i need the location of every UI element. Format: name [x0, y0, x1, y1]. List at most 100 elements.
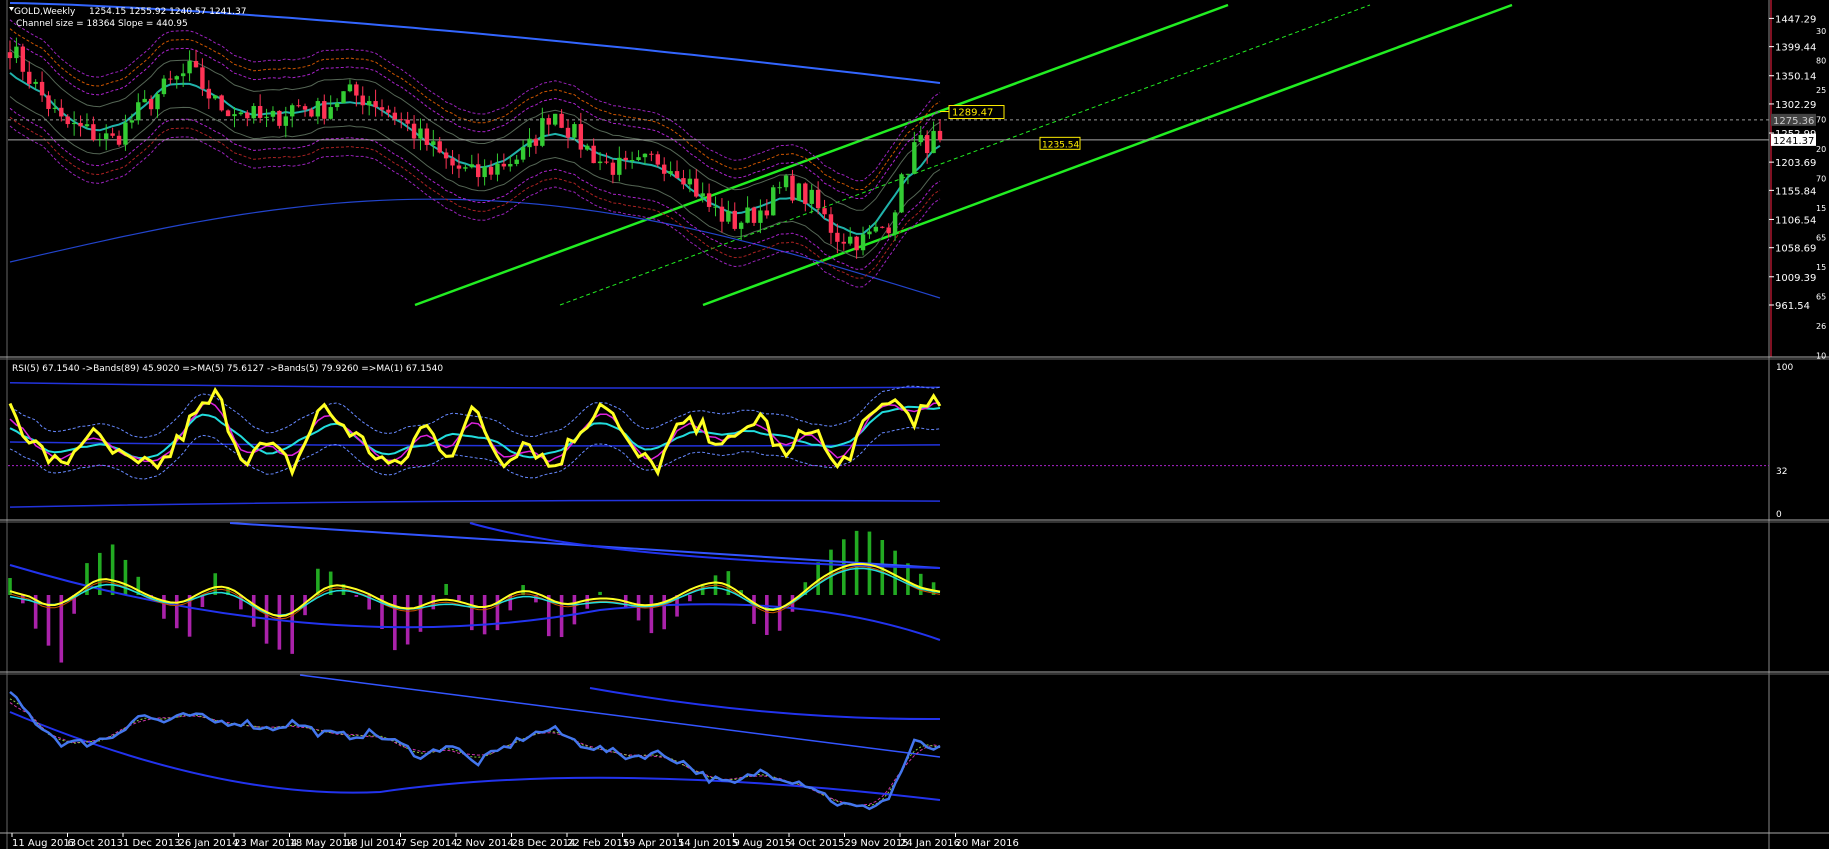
- candle-body: [411, 123, 417, 139]
- rsi-ma-cyan: [9, 405, 941, 460]
- candle-body: [520, 147, 526, 160]
- histogram-bar: [316, 568, 320, 595]
- histogram-bar: [816, 562, 820, 595]
- mom-trend-line: [299, 674, 941, 758]
- candle-body: [27, 71, 32, 84]
- candle-body: [341, 91, 346, 104]
- candle-body: [713, 206, 718, 208]
- candle-body: [854, 236, 859, 251]
- candle-body: [694, 178, 699, 197]
- rsi-band5-lower: [9, 426, 941, 480]
- time-tick-label: 22 Feb 2015: [567, 838, 629, 849]
- histogram-bar: [97, 552, 102, 595]
- candle-body: [848, 236, 853, 244]
- envelope-band-7: [9, 28, 941, 191]
- time-tick-label: 14 Jun 2015: [678, 838, 738, 849]
- histogram-bar: [226, 588, 230, 595]
- candle-body: [245, 112, 250, 119]
- rsi-ma-magenta: [9, 400, 941, 463]
- candle-body: [764, 210, 770, 216]
- current-price-text: 1241.37: [1773, 136, 1814, 147]
- candle-body: [129, 120, 135, 123]
- time-tick-label: 24 Jan 2016: [900, 838, 960, 849]
- right-edge-tick: 15: [1816, 263, 1826, 272]
- candle-body: [399, 119, 404, 121]
- time-tick-label: 1 Dec 2013: [123, 838, 181, 849]
- histogram-bar: [803, 582, 808, 595]
- candle-body: [386, 109, 391, 113]
- candle-body: [7, 52, 13, 59]
- histogram-bar: [880, 540, 885, 595]
- time-tick-label: 23 Mar 2014: [234, 838, 297, 849]
- candle-body: [552, 113, 558, 125]
- candle-body: [309, 109, 314, 117]
- candle-body: [155, 94, 160, 110]
- histogram-bar: [726, 571, 731, 595]
- time-tick-label: 28 Dec 2014: [512, 838, 576, 849]
- current-price-tag: [1771, 133, 1816, 146]
- histogram-bar: [765, 595, 769, 635]
- rsi-band-lower: [9, 499, 941, 508]
- candle-body: [758, 210, 763, 223]
- candle-body: [880, 226, 885, 228]
- candle-body: [290, 105, 295, 117]
- candle-body: [456, 165, 462, 169]
- time-tick-label: 7 Sep 2014: [401, 838, 458, 849]
- candle-body: [277, 110, 282, 126]
- histogram-bar: [239, 595, 243, 610]
- hist-band-lower: [9, 564, 941, 641]
- histogram-bar: [457, 595, 461, 601]
- candle-body: [514, 159, 519, 164]
- histogram-bar: [33, 595, 38, 629]
- rsi-tick-32: 32: [1776, 467, 1787, 477]
- candle-body: [508, 163, 513, 167]
- histogram-bar: [534, 595, 538, 603]
- candle-body: [546, 118, 551, 125]
- candle-body: [559, 113, 564, 128]
- price-tick-label: 1447.29: [1775, 14, 1816, 25]
- time-tick-label: 13 Jul 2014: [345, 838, 402, 849]
- right-edge-tick: 30: [1816, 27, 1826, 36]
- candle-body: [14, 46, 19, 59]
- candle-body: [392, 112, 398, 120]
- right-edge-tick: 15: [1816, 204, 1826, 213]
- candle-body: [418, 128, 423, 139]
- envelope-band-2: [9, 19, 941, 182]
- candle-body: [790, 175, 795, 201]
- candle-body: [860, 234, 866, 251]
- histogram-bar: [123, 559, 128, 595]
- price-tick-label: 1155.84: [1775, 186, 1816, 197]
- candle-body: [892, 212, 898, 234]
- collapse-arrow-icon[interactable]: [9, 7, 14, 11]
- candle-body: [148, 98, 154, 110]
- candle-body: [20, 46, 26, 72]
- envelope-band-3: [9, 125, 941, 288]
- hist-orange-line: [9, 566, 941, 620]
- candle-body: [604, 161, 609, 163]
- candle-body: [373, 101, 378, 108]
- histogram-bar: [444, 583, 448, 595]
- envelope-band-4: [9, 48, 941, 211]
- candle-body: [264, 116, 269, 118]
- rsi-tick-0: 0: [1776, 510, 1782, 520]
- candle-body: [572, 124, 577, 138]
- histogram-bar: [931, 582, 936, 595]
- candle-body: [597, 161, 603, 164]
- candle-body: [360, 95, 365, 106]
- candle-body: [533, 138, 539, 146]
- candle-body: [334, 103, 340, 108]
- candle-body: [828, 214, 834, 233]
- candle-body: [232, 114, 237, 117]
- time-tick-label: 20 Mar 2016: [956, 838, 1019, 849]
- candle-body: [296, 105, 301, 107]
- right-edge-tick: 65: [1816, 293, 1826, 302]
- candle-body: [751, 207, 757, 223]
- envelope-band-6: [9, 116, 941, 279]
- candle-body: [302, 106, 308, 110]
- right-edge-tick: 80: [1816, 57, 1826, 66]
- candle-body: [443, 152, 449, 159]
- candle-body: [841, 241, 846, 244]
- candle-body: [424, 128, 430, 145]
- high-label: 1289.47: [952, 108, 993, 119]
- candle-body: [796, 183, 802, 201]
